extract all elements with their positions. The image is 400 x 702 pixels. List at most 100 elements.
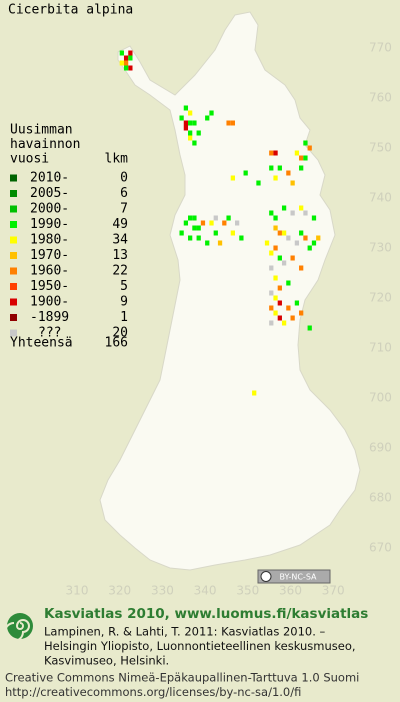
legend-swatch [10, 298, 17, 306]
y-tick-label: 730 [369, 241, 392, 255]
legend-label: 2010- [30, 171, 69, 186]
grid-square [277, 230, 282, 236]
grid-square [303, 210, 308, 216]
grid-square [316, 235, 321, 241]
grid-square [294, 240, 300, 246]
grid-square [299, 310, 304, 316]
grid-square [205, 240, 210, 246]
grid-square [183, 120, 189, 126]
grid-square [273, 310, 278, 316]
y-tick-label: 720 [369, 291, 392, 305]
grid-square [192, 140, 197, 146]
grid-square [281, 205, 287, 211]
legend-swatch [10, 314, 17, 321]
grid-square [192, 225, 197, 231]
x-tick-label: 330 [151, 584, 174, 598]
logo-spiral [4, 619, 30, 642]
grid-square [119, 50, 124, 56]
legend-count: 34 [112, 233, 128, 248]
grid-square [192, 120, 197, 126]
badge-text: BY-NC-SA [279, 573, 317, 582]
legend-count: 9 [120, 295, 128, 310]
grid-square [123, 65, 129, 71]
cc-badge: BY-NC-SA [257, 569, 331, 584]
grid-square [299, 230, 304, 236]
grid-square [273, 275, 278, 281]
grid-square [299, 265, 304, 271]
grid-square [311, 240, 317, 246]
grid-square [128, 55, 133, 61]
y-tick-label: 680 [369, 491, 392, 505]
footer-citation: Helsingin Yliopisto, Luonnontieteellinen… [44, 639, 356, 653]
y-tick-label: 670 [369, 541, 392, 555]
grid-square [299, 165, 304, 171]
grid-square [273, 225, 278, 231]
legend-count: 0 [120, 171, 128, 186]
legend-label: 1970- [30, 248, 69, 263]
footer-license: http://creativecommons.org/licenses/by-n… [5, 685, 301, 699]
grid-square [243, 170, 248, 176]
grid-square [294, 300, 300, 306]
legend-count: 5 [120, 279, 128, 294]
grid-square [123, 60, 129, 66]
grid-square [307, 325, 312, 331]
legend-label: 2000- [30, 202, 69, 217]
grid-square [273, 175, 278, 181]
grid-square [226, 215, 231, 221]
x-tick-label: 370 [322, 584, 345, 598]
grid-square [230, 230, 235, 236]
legend-swatch [10, 221, 17, 228]
legend-count: 22 [112, 264, 128, 279]
grid-square [128, 65, 133, 71]
legend-label: ??? [38, 326, 61, 341]
grid-square [269, 265, 274, 271]
grid-square [277, 300, 282, 306]
badge-box [257, 569, 331, 584]
grid-square [196, 235, 201, 241]
x-tick-label: 360 [279, 584, 302, 598]
grid-square [209, 220, 214, 226]
grid-square [277, 315, 282, 321]
grid-square [269, 250, 274, 256]
legend-count-heading: lkm [105, 152, 129, 167]
grid-square [303, 140, 308, 146]
footer-site: Kasviatlas 2010, www.luomus.fi/kasviatla… [44, 606, 368, 622]
legend-label: -1899 [30, 310, 69, 325]
grid-square [273, 150, 278, 156]
x-tick-label: 320 [108, 584, 131, 598]
grid-square [128, 50, 133, 56]
legend-count: 6 [120, 186, 128, 201]
logo [4, 613, 33, 642]
grid-square [264, 240, 270, 246]
legend-heading: Uusimman [10, 123, 73, 138]
logo-circle [7, 613, 33, 639]
legend-count: 7 [120, 202, 128, 217]
legend-count: 1 [120, 310, 128, 325]
grid-square [226, 120, 231, 126]
legend-label: 1990- [30, 217, 69, 232]
grid-square [273, 245, 278, 251]
x-tick-label: 350 [236, 584, 259, 598]
x-tick-label: 310 [66, 584, 89, 598]
grid-square [200, 220, 206, 226]
grid-square [196, 225, 201, 231]
grid-square [119, 60, 124, 66]
legend-count: 49 [112, 217, 128, 232]
grid-square [179, 115, 184, 121]
x-tick-label: 340 [194, 584, 217, 598]
grid-square [303, 155, 308, 161]
grid-square [290, 180, 295, 186]
grid-square [183, 220, 189, 226]
grid-square [183, 125, 189, 131]
grid-square [269, 150, 274, 156]
legend-label: 1900- [30, 295, 69, 310]
legend-label: 1950- [30, 279, 69, 294]
grid-square [294, 150, 300, 156]
title: Cicerbita alpina [8, 3, 133, 18]
grid-square [299, 205, 304, 211]
finland-outline [99, 11, 361, 571]
footer-license: Creative Commons Nimeä-Epäkaupallinen-Ta… [5, 671, 359, 685]
grid-square [205, 115, 210, 121]
legend-swatch [10, 267, 17, 275]
